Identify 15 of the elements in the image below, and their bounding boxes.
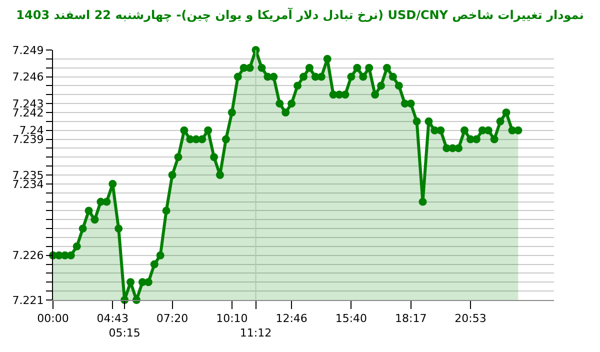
x-tick-label: 18:17: [394, 312, 427, 326]
x-tick-label: 04:43: [96, 312, 128, 326]
y-tick-label: 7.246: [12, 70, 44, 84]
x-tick-label: 20:53: [454, 312, 486, 326]
x-tick-label: 07:20: [156, 312, 188, 326]
y-tick-label: 7.221: [12, 294, 44, 307]
x-tick-label: 05:15: [108, 326, 140, 340]
chart-title: نمودار تغییرات شاخص USD/CNY (نرخ تبادل دلار آمریکا و یوان چین)- چهارشنبه 22 اسفند 1403: [16, 6, 584, 22]
y-tick-label: 7.249: [12, 44, 44, 57]
x-tick-label: 00:00: [37, 312, 69, 326]
x-tick-label: 15:40: [335, 312, 368, 326]
y-tick-label: 7.226: [12, 249, 44, 262]
x-tick-label: 10:10: [216, 312, 248, 326]
x-tick-label: 11:12: [240, 326, 272, 340]
x-tick-label: 12:46: [276, 312, 308, 326]
